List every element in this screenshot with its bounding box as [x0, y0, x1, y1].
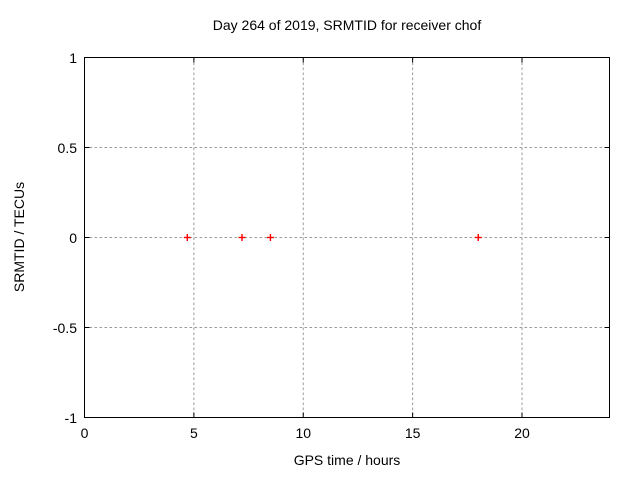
data-point — [183, 234, 191, 241]
y-tick-label: -1 — [64, 409, 77, 426]
x-tick-label: 15 — [404, 425, 421, 441]
plot-border — [84, 57, 610, 418]
data-point — [266, 234, 274, 241]
y-tick-label: 0.5 — [57, 139, 77, 156]
y-tick-label: -0.5 — [52, 319, 77, 336]
data-point — [238, 234, 246, 241]
x-tick-label: 20 — [514, 425, 530, 441]
y-tick-label: 1 — [69, 49, 77, 66]
x-tick-label: 0 — [80, 425, 89, 441]
x-axis-label: GPS time / hours — [293, 452, 401, 468]
chart-title: Day 264 of 2019, SRMTID for receiver cho… — [212, 17, 482, 33]
y-tick-label: 0 — [69, 229, 77, 246]
x-tick-label: 10 — [295, 425, 312, 441]
x-tick-label: 5 — [189, 425, 198, 441]
data-point — [474, 234, 482, 241]
